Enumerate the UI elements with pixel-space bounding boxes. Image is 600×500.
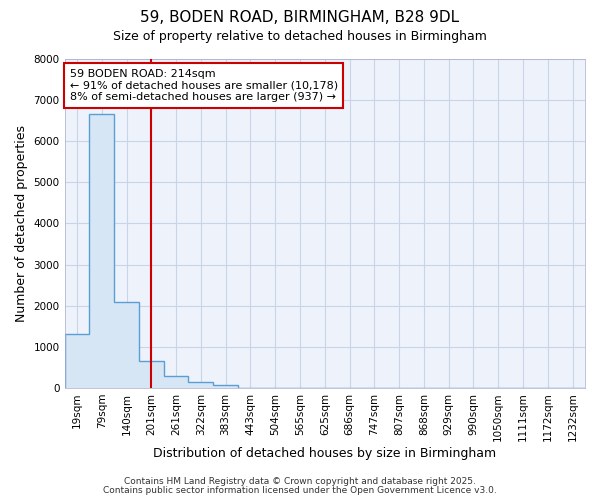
Text: Size of property relative to detached houses in Birmingham: Size of property relative to detached ho… [113,30,487,43]
X-axis label: Distribution of detached houses by size in Birmingham: Distribution of detached houses by size … [153,447,496,460]
Text: Contains HM Land Registry data © Crown copyright and database right 2025.: Contains HM Land Registry data © Crown c… [124,477,476,486]
Text: 59 BODEN ROAD: 214sqm
← 91% of detached houses are smaller (10,178)
8% of semi-d: 59 BODEN ROAD: 214sqm ← 91% of detached … [70,69,338,102]
Y-axis label: Number of detached properties: Number of detached properties [15,125,28,322]
Text: 59, BODEN ROAD, BIRMINGHAM, B28 9DL: 59, BODEN ROAD, BIRMINGHAM, B28 9DL [140,10,460,25]
Text: Contains public sector information licensed under the Open Government Licence v3: Contains public sector information licen… [103,486,497,495]
